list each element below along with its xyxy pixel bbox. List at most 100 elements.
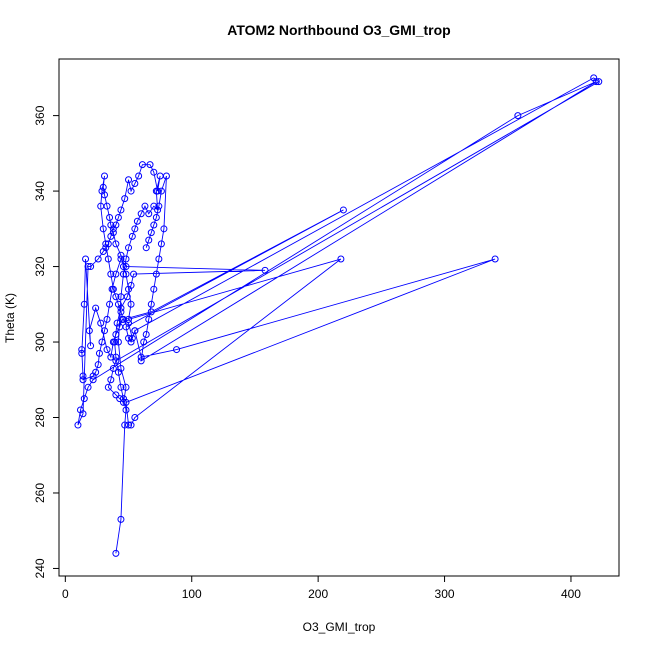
data-point: [261, 266, 269, 274]
data-point: [150, 168, 158, 176]
data-point: [127, 300, 135, 308]
data-point: [98, 338, 106, 346]
data-point: [595, 78, 603, 86]
data-point: [76, 406, 84, 414]
data-point: [150, 221, 158, 229]
data-point: [152, 214, 160, 221]
data-point: [514, 112, 522, 120]
data-point: [131, 225, 139, 233]
data-point: [103, 315, 111, 323]
x-axis-label: O3_GMI_trop: [303, 620, 376, 634]
data-point: [137, 357, 145, 365]
y-axis: 240 260 280 300 320 340 360: [33, 105, 60, 578]
x-tick-label: 100: [182, 587, 202, 601]
data-point: [101, 172, 109, 180]
data-point: [137, 210, 145, 218]
data-point: [109, 338, 117, 346]
data-point: [102, 240, 110, 248]
data-point: [154, 187, 162, 195]
data-point: [94, 255, 102, 263]
data-point: [94, 361, 102, 369]
data-point: [162, 172, 170, 180]
data-point: [119, 263, 127, 271]
data-point: [117, 206, 125, 214]
data-point: [127, 338, 135, 346]
data-point: [89, 372, 97, 380]
data-point: [112, 330, 120, 338]
data-point: [99, 225, 107, 233]
data-point: [80, 300, 88, 308]
data-point: [107, 353, 115, 361]
data-point: [127, 187, 135, 195]
data-point: [119, 315, 127, 323]
data-point: [142, 330, 150, 338]
y-tick-label: 320: [33, 256, 47, 276]
data-point: [127, 421, 135, 429]
y-tick-label: 280: [33, 407, 47, 427]
data-point: [78, 349, 86, 357]
data-point: [137, 353, 145, 361]
data-point: [117, 308, 125, 316]
data-point: [79, 372, 87, 380]
data-point: [154, 206, 162, 214]
data-point: [592, 78, 600, 86]
y-tick-label: 340: [33, 181, 47, 201]
data-point: [122, 263, 130, 271]
data-point: [84, 263, 92, 271]
data-point: [114, 214, 122, 221]
data-point: [117, 251, 125, 259]
data-point: [112, 240, 120, 248]
data-point: [122, 255, 130, 263]
data-point: [119, 398, 127, 406]
data-point: [117, 515, 125, 523]
data-point: [97, 202, 105, 210]
data-point: [79, 376, 87, 384]
data-point: [147, 300, 155, 308]
data-point: [157, 240, 165, 248]
y-tick-label: 260: [33, 483, 47, 503]
data-point: [157, 187, 165, 195]
data-point: [104, 383, 112, 391]
data-point: [112, 357, 120, 365]
data-point: [122, 383, 130, 391]
x-tick-label: 300: [435, 587, 455, 601]
data-point: [131, 414, 139, 421]
data-point: [131, 180, 139, 188]
series-line: [77, 77, 600, 554]
data-point: [121, 195, 129, 203]
data-point: [130, 270, 138, 278]
data-point: [82, 255, 90, 263]
data-point: [152, 270, 160, 278]
data-point: [87, 342, 95, 350]
data-point: [99, 247, 107, 255]
data-point: [98, 187, 106, 195]
data-point: [92, 304, 100, 312]
data-point: [112, 293, 120, 301]
x-axis: 0 100 200 300 400: [62, 575, 581, 601]
data-point: [128, 232, 136, 240]
data-point: [80, 395, 88, 403]
data-point: [84, 383, 92, 391]
data-point: [131, 327, 139, 335]
data-point: [147, 229, 155, 237]
data-point: [117, 255, 125, 263]
data-point: [140, 338, 148, 346]
data-point: [339, 206, 347, 214]
data-point: [85, 327, 93, 335]
data-point: [114, 338, 122, 346]
data-point: [119, 270, 127, 278]
data-point: [107, 232, 115, 240]
data-point: [122, 270, 130, 278]
data-point: [122, 406, 130, 414]
data-point: [112, 549, 120, 557]
data-point: [150, 285, 158, 293]
x-tick-label: 200: [308, 587, 328, 601]
series-layer: [74, 74, 603, 557]
data-point: [87, 263, 95, 271]
data-point: [155, 255, 163, 263]
data-point: [125, 285, 133, 293]
data-point: [147, 308, 155, 316]
data-point: [155, 202, 163, 210]
data-point: [491, 255, 499, 263]
